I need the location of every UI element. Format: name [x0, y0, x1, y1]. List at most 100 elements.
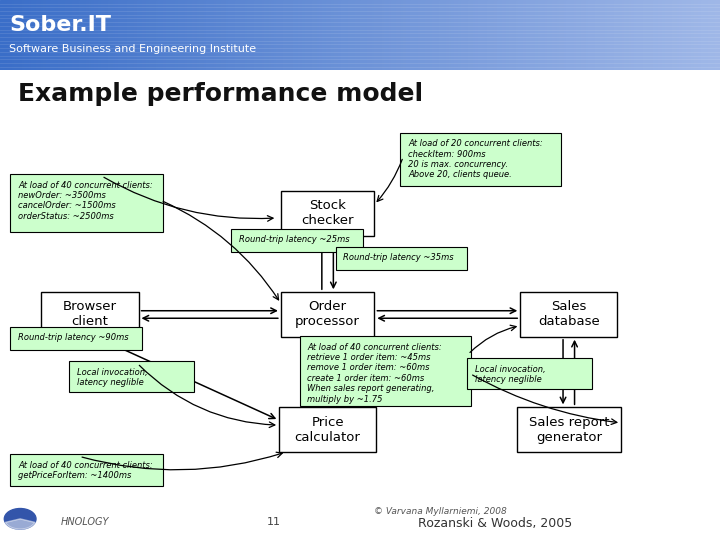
Bar [302, 0, 305, 70]
Bar [310, 0, 312, 70]
Bar [646, 0, 649, 70]
Bar [552, 0, 555, 70]
Bar [355, 0, 359, 70]
Bar [175, 0, 179, 70]
Bar [684, 0, 687, 70]
Bar [682, 0, 685, 70]
Bar [504, 0, 507, 70]
Bar [209, 0, 212, 70]
Bar [391, 0, 395, 70]
Bar [180, 0, 183, 70]
Bar [110, 0, 114, 70]
Wedge shape [5, 519, 35, 529]
Bar [101, 0, 104, 70]
Bar [223, 0, 226, 70]
Bar [377, 0, 380, 70]
Bar [679, 0, 683, 70]
Bar [367, 0, 370, 70]
Bar [247, 0, 251, 70]
Bar [0, 0, 3, 70]
Bar [387, 0, 390, 70]
Bar [557, 0, 560, 70]
Bar [238, 0, 240, 70]
Bar [182, 0, 186, 70]
Text: HNOLOGY: HNOLOGY [61, 517, 109, 527]
Bar [122, 0, 125, 70]
Bar [312, 0, 315, 70]
Bar [113, 0, 116, 70]
Bar [243, 0, 246, 70]
Bar [19, 0, 22, 70]
Bar [259, 0, 262, 70]
Bar [142, 0, 145, 70]
Bar [252, 0, 255, 70]
Bar [250, 0, 253, 70]
Bar [588, 0, 591, 70]
Bar [91, 0, 94, 70]
Bar [401, 0, 404, 70]
Bar [670, 0, 672, 70]
Bar [117, 0, 121, 70]
Bar [542, 0, 546, 70]
Bar [439, 0, 442, 70]
Text: Stock
checker: Stock checker [302, 199, 354, 227]
Bar [221, 0, 224, 70]
Bar [50, 0, 53, 70]
Bar [655, 0, 658, 70]
Bar [449, 0, 452, 70]
Bar [454, 0, 456, 70]
Bar [144, 0, 147, 70]
FancyBboxPatch shape [10, 327, 142, 350]
Bar [621, 0, 625, 70]
Bar [427, 0, 431, 70]
Bar [271, 0, 274, 70]
FancyBboxPatch shape [336, 247, 467, 271]
Bar [600, 0, 603, 70]
Bar [677, 0, 680, 70]
Bar [369, 0, 373, 70]
Bar [432, 0, 435, 70]
Bar [468, 0, 471, 70]
Bar [574, 0, 577, 70]
Bar [581, 0, 584, 70]
Bar [545, 0, 548, 70]
Bar [660, 0, 663, 70]
Text: Round-trip latency ~35ms: Round-trip latency ~35ms [343, 253, 454, 262]
Bar [74, 0, 78, 70]
Bar [382, 0, 384, 70]
Bar [686, 0, 690, 70]
Text: Local invocation,
latency neglible: Local invocation, latency neglible [475, 364, 546, 384]
Bar [473, 0, 476, 70]
Bar [394, 0, 397, 70]
Bar [166, 0, 168, 70]
Bar [146, 0, 150, 70]
Bar [348, 0, 351, 70]
Bar [562, 0, 564, 70]
FancyBboxPatch shape [231, 228, 363, 252]
Bar [374, 0, 377, 70]
Bar [384, 0, 387, 70]
Bar [156, 0, 159, 70]
Bar [317, 0, 320, 70]
Bar [353, 0, 356, 70]
Bar [423, 0, 426, 70]
Bar [653, 0, 656, 70]
Bar [36, 0, 39, 70]
Bar [194, 0, 197, 70]
Bar [480, 0, 483, 70]
Bar [67, 0, 71, 70]
Bar [163, 0, 166, 70]
Bar [444, 0, 447, 70]
Bar [24, 0, 27, 70]
FancyBboxPatch shape [400, 133, 561, 186]
Bar [405, 0, 409, 70]
Bar [99, 0, 102, 70]
Bar [283, 0, 287, 70]
Text: At load of 20 concurrent clients:
checkItem: 900ms
20 is max. concurrency.
Above: At load of 20 concurrent clients: checkI… [408, 139, 543, 179]
Bar [225, 0, 229, 70]
Text: Price
calculator: Price calculator [294, 416, 361, 443]
Bar [187, 0, 190, 70]
Bar [365, 0, 368, 70]
Bar [389, 0, 392, 70]
Bar [506, 0, 510, 70]
